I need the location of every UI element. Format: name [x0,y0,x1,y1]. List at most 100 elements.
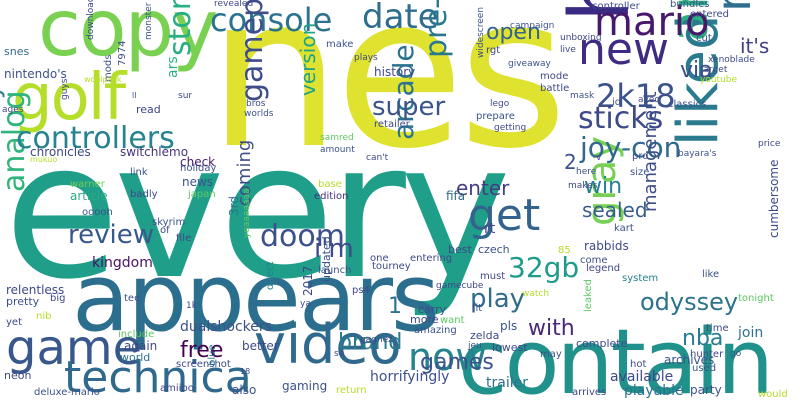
word-again: again [124,339,158,353]
word-7974: 7974 [117,40,128,66]
word-ooooh: ooooh [82,207,113,218]
word-open: open [486,20,541,45]
word-3rd: 3rd [227,196,241,216]
word-would: would [758,389,788,400]
word-golf: golf [12,61,126,135]
word-big: big [50,293,66,304]
word-more: more [410,313,439,326]
word-warner: warner [70,179,105,190]
word-bundles: bundles [670,0,710,10]
word-campaign: campaign [510,21,555,31]
word-carry: carry [418,303,447,316]
word-cumbersome: cumbersome [767,159,781,239]
word-with: with [528,316,575,341]
word-also: also [232,383,257,397]
word-history: history [374,65,416,79]
word-play: play [470,284,526,314]
word-amount: amount [320,145,355,155]
word-games: games [420,350,494,375]
word-copy: copy [38,0,218,74]
word-v: v [596,153,602,163]
word-blue: blue [207,344,218,366]
word-zelda: zelda [470,329,500,342]
word-makes: makes [568,181,598,191]
word-avec: avec [638,95,660,105]
word-youtube: youtube [700,75,738,85]
word-win: win [584,174,623,199]
word-mario: mario [594,0,710,45]
word-size: size [630,167,650,178]
word-lowest: lowest [492,341,528,354]
word-pls: pls [500,319,518,333]
word-switchlemo: switchlemo [120,145,189,159]
word-free: free [180,338,224,363]
word-mode: mode [540,71,569,82]
word-tee: tee [124,293,141,304]
word-guys: guys [60,78,70,100]
word-amiibo: amiibo [160,383,194,394]
word-review: review [68,220,154,250]
word-entered: entered [690,9,729,20]
word-32gb: 32gb [508,251,580,284]
word-get: get [468,190,541,241]
word-come: come [580,255,608,266]
word-news: news [182,175,214,189]
word-gagnez: gagnez [360,335,393,345]
word-pro: pro [632,151,649,162]
word-version: version [296,22,320,96]
word-dualshockers: dualshockers [180,319,272,335]
word-launch: launch [318,265,352,276]
word-include: include [118,329,155,340]
word-ll: ll [132,91,137,100]
word-gameplay: gameplay [235,0,270,102]
word-yeaaaaaaa: yeaaaaaaa [242,188,252,238]
word-archives: archives [664,353,715,367]
word-nes: nes [208,0,568,195]
word-check: check [180,155,216,169]
word-getting: getting [494,123,527,133]
word-direct: direct [265,261,276,290]
word-18: 18 [240,367,251,376]
word-monster: monster [144,2,154,40]
word-appears: appears [72,244,440,353]
word-live: live [560,45,576,55]
word-must: must [480,271,506,282]
word-its: it's [740,34,770,58]
word-system: system [622,273,659,284]
word-ya: ya [300,299,311,309]
word-like: like [702,269,720,280]
word-may: may [540,349,562,360]
word-neon: neon [4,369,32,382]
word-read: read [136,103,161,116]
word-odyssey: odyssey [640,288,739,316]
word-fifa: fifa [446,189,466,203]
word-classics: classics [668,99,707,110]
word-updated: updated [320,236,333,282]
word-im: i'm [314,234,354,264]
word-sealed: sealed [582,198,648,222]
word-game: game [6,320,143,376]
word-complete: complete [576,337,628,350]
word-revealed: revealed [214,0,254,9]
word-hunter: hunter [690,349,724,360]
word-storage: storage [163,0,198,56]
word-date: date [362,0,439,37]
word-nib: nib [36,311,52,322]
word-mukuo: mukuo [30,155,58,164]
word-watch: watch [522,289,550,299]
word-1: 1 [388,294,402,319]
word-chronicles: chronicles [30,145,91,159]
word-skyrim: skyrim [152,217,186,228]
word-1k: 1k [186,301,197,311]
word-bros: bros [246,99,266,109]
word-gamecube: gamecube [436,281,484,291]
word-brand: brand [338,330,403,355]
word-one: one [370,253,389,264]
word-kingdom: kingdom [92,255,153,271]
word-new: new [578,24,669,75]
word-super: super [372,92,446,122]
word-xenoblade: xenoblade [708,55,755,65]
word-legend: legend [586,263,621,274]
word-tourney: tourney [372,261,411,272]
